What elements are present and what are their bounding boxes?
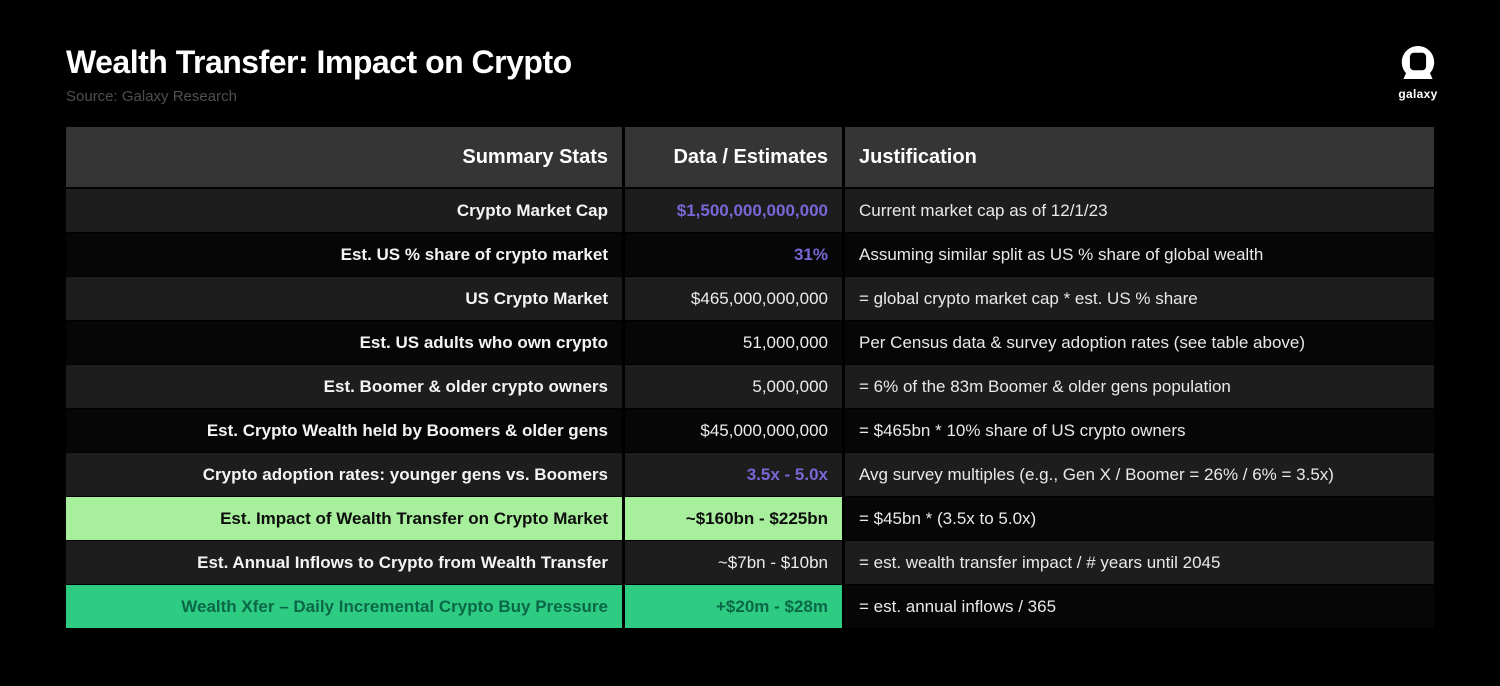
table-row: Est. Annual Inflows to Crypto from Wealt…	[66, 541, 1434, 584]
source-label: Source: Galaxy Research	[66, 88, 237, 105]
justification-text: Avg survey multiples (e.g., Gen X / Boom…	[859, 464, 1334, 484]
value-cell: ~$160bn - $225bn	[625, 497, 842, 540]
justification-text: = global crypto market cap * est. US % s…	[859, 288, 1198, 308]
value-text: 3.5x - 5.0x	[746, 464, 828, 484]
value-cell: ~$7bn - $10bn	[625, 541, 842, 584]
justification-text: = $465bn * 10% share of US crypto owners	[859, 420, 1186, 440]
value-cell: 3.5x - 5.0x	[625, 453, 842, 496]
header-data-estimates: Data / Estimates	[625, 127, 842, 187]
table-row: Est. US adults who own crypto 51,000,000…	[66, 321, 1434, 364]
justification-cell: Per Census data & survey adoption rates …	[845, 321, 1434, 364]
stat-label: Est. Boomer & older crypto owners	[323, 376, 608, 396]
table-body: Crypto Market Cap $1,500,000,000,000 Cur…	[66, 189, 1434, 628]
value-cell: $1,500,000,000,000	[625, 189, 842, 232]
stat-label: Est. Annual Inflows to Crypto from Wealt…	[197, 552, 608, 572]
stat-label: Est. Impact of Wealth Transfer on Crypto…	[220, 508, 608, 528]
stat-cell: Est. Boomer & older crypto owners	[66, 365, 622, 408]
table-row: US Crypto Market $465,000,000,000 = glob…	[66, 277, 1434, 320]
value-cell: $465,000,000,000	[625, 277, 842, 320]
justification-cell: = est. annual inflows / 365	[845, 585, 1434, 628]
stat-label: US Crypto Market	[465, 288, 608, 308]
stat-cell: US Crypto Market	[66, 277, 622, 320]
galaxy-logo: galaxy	[1398, 46, 1438, 101]
justification-text: = 6% of the 83m Boomer & older gens popu…	[859, 376, 1231, 396]
stat-label: Crypto adoption rates: younger gens vs. …	[202, 464, 608, 484]
stat-label: Est. Crypto Wealth held by Boomers & old…	[206, 420, 608, 440]
stat-cell: Est. US adults who own crypto	[66, 321, 622, 364]
stat-cell: Est. US % share of crypto market	[66, 233, 622, 276]
value-text: 5,000,000	[752, 376, 828, 396]
table-row: Est. Boomer & older crypto owners 5,000,…	[66, 365, 1434, 408]
value-cell: 51,000,000	[625, 321, 842, 364]
stat-label: Crypto Market Cap	[456, 200, 608, 220]
value-text: ~$160bn - $225bn	[685, 508, 828, 528]
galaxy-logo-text: galaxy	[1398, 87, 1438, 101]
table-row: Wealth Xfer – Daily Incremental Crypto B…	[66, 585, 1434, 628]
value-cell: 31%	[625, 233, 842, 276]
justification-cell: Avg survey multiples (e.g., Gen X / Boom…	[845, 453, 1434, 496]
table-row: Est. Impact of Wealth Transfer on Crypto…	[66, 497, 1434, 540]
stat-cell: Est. Crypto Wealth held by Boomers & old…	[66, 409, 622, 452]
table-row: Crypto adoption rates: younger gens vs. …	[66, 453, 1434, 496]
value-text: $45,000,000,000	[700, 420, 828, 440]
justification-cell: = global crypto market cap * est. US % s…	[845, 277, 1434, 320]
justification-text: = $45bn * (3.5x to 5.0x)	[859, 508, 1037, 528]
justification-text: Per Census data & survey adoption rates …	[859, 332, 1306, 352]
value-cell: +$20m - $28m	[625, 585, 842, 628]
table-header-row: Summary Stats Data / Estimates Justifica…	[66, 127, 1434, 187]
value-cell: 5,000,000	[625, 365, 842, 408]
value-text: +$20m - $28m	[716, 596, 828, 616]
justification-cell: Current market cap as of 12/1/23	[845, 189, 1434, 232]
stat-cell: Wealth Xfer – Daily Incremental Crypto B…	[66, 585, 622, 628]
value-text: $1,500,000,000,000	[676, 200, 828, 220]
justification-cell: = $465bn * 10% share of US crypto owners	[845, 409, 1434, 452]
stat-cell: Crypto Market Cap	[66, 189, 622, 232]
stat-label: Est. US % share of crypto market	[340, 244, 608, 264]
value-text: 51,000,000	[742, 332, 828, 352]
justification-text: Assuming similar split as US % share of …	[859, 244, 1264, 264]
header-justification: Justification	[845, 127, 1434, 187]
value-text: 31%	[793, 244, 828, 264]
table-row: Crypto Market Cap $1,500,000,000,000 Cur…	[66, 189, 1434, 232]
galaxy-logo-icon	[1401, 46, 1435, 79]
value-cell: $45,000,000,000	[625, 409, 842, 452]
header-summary-stats: Summary Stats	[66, 127, 622, 187]
justification-text: Current market cap as of 12/1/23	[859, 200, 1108, 220]
summary-table: Summary Stats Data / Estimates Justifica…	[66, 127, 1434, 628]
stat-cell: Est. Annual Inflows to Crypto from Wealt…	[66, 541, 622, 584]
stat-label: Wealth Xfer – Daily Incremental Crypto B…	[181, 596, 608, 616]
stat-label: Est. US adults who own crypto	[359, 332, 608, 352]
page: Wealth Transfer: Impact on Crypto Source…	[66, 44, 1438, 628]
stat-cell: Est. Impact of Wealth Transfer on Crypto…	[66, 497, 622, 540]
page-title: Wealth Transfer: Impact on Crypto	[66, 44, 572, 80]
table-row: Est. US % share of crypto market 31% Ass…	[66, 233, 1434, 276]
justification-text: = est. wealth transfer impact / # years …	[859, 552, 1221, 572]
value-text: $465,000,000,000	[690, 288, 828, 308]
justification-text: = est. annual inflows / 365	[859, 596, 1057, 616]
justification-cell: = $45bn * (3.5x to 5.0x)	[845, 497, 1434, 540]
stat-cell: Crypto adoption rates: younger gens vs. …	[66, 453, 622, 496]
justification-cell: = 6% of the 83m Boomer & older gens popu…	[845, 365, 1434, 408]
justification-cell: = est. wealth transfer impact / # years …	[845, 541, 1434, 584]
table-row: Est. Crypto Wealth held by Boomers & old…	[66, 409, 1434, 452]
value-text: ~$7bn - $10bn	[717, 552, 828, 572]
justification-cell: Assuming similar split as US % share of …	[845, 233, 1434, 276]
